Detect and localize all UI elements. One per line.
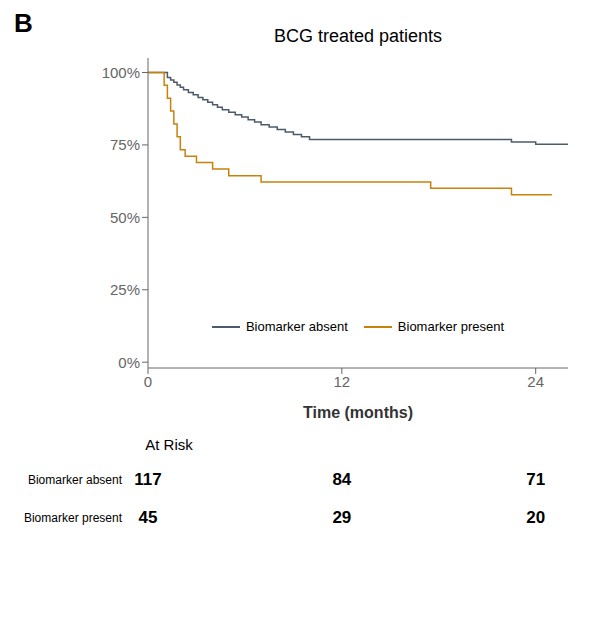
svg-text:0: 0 bbox=[144, 373, 152, 390]
html-text:BCG treated patients: BCG treated patients bbox=[274, 26, 442, 46]
html-text:117: 117 bbox=[134, 470, 162, 489]
html-text:Biomarker present: Biomarker present bbox=[397, 319, 504, 335]
html-text:45: 45 bbox=[138, 508, 158, 527]
html-text:B: B bbox=[14, 8, 33, 38]
svg-text:0%: 0% bbox=[118, 354, 140, 371]
svg-text:25%: 25% bbox=[110, 281, 140, 298]
html-text:71: 71 bbox=[526, 470, 546, 489]
svg-text:75%: 75% bbox=[110, 136, 140, 153]
html-text:Biomarker present: Biomarker present bbox=[24, 511, 122, 525]
html-text:84: 84 bbox=[332, 470, 352, 489]
html-text:Biomarker absent: Biomarker absent bbox=[245, 319, 348, 335]
svg-text:100%: 100% bbox=[102, 64, 140, 81]
html-text:29: 29 bbox=[332, 508, 352, 527]
html-text:20: 20 bbox=[526, 508, 546, 527]
html-text:At Risk: At Risk bbox=[145, 436, 193, 453]
svg-text:Time (months): Time (months) bbox=[303, 404, 413, 421]
svg-text:24: 24 bbox=[527, 373, 544, 390]
html-text:Biomarker absent: Biomarker absent bbox=[28, 473, 122, 487]
svg-text:12: 12 bbox=[334, 373, 351, 390]
svg-text:50%: 50% bbox=[110, 209, 140, 226]
